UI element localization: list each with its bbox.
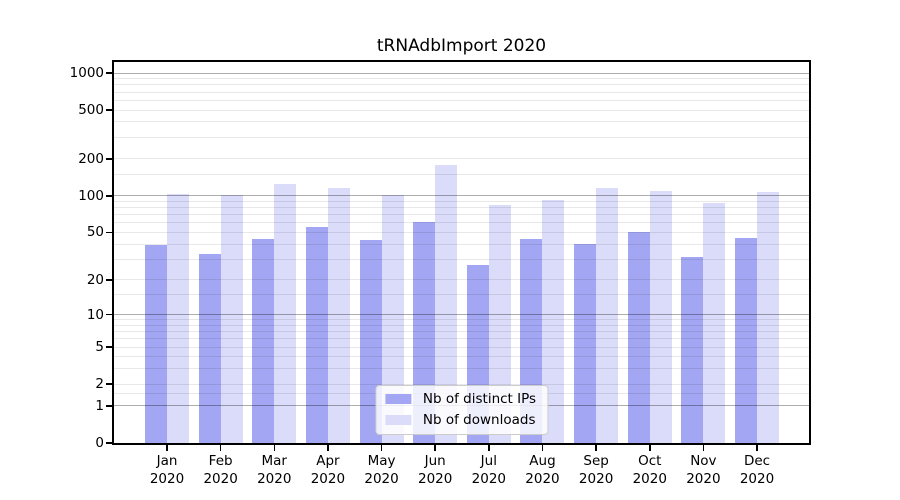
distinct-ips-swatch	[384, 394, 411, 404]
x-tick-label: Jun 2020	[418, 453, 453, 487]
downloads-bar	[649, 191, 672, 443]
y-tick-label: 20	[86, 271, 104, 288]
downloads-bar	[327, 188, 350, 443]
y-tick-mark	[106, 442, 112, 444]
y-tick-mark	[106, 279, 112, 281]
x-tick-mark	[219, 445, 222, 451]
legend-label: Nb of downloads	[422, 412, 536, 428]
x-tick-mark	[702, 445, 705, 451]
downloads-bar	[703, 202, 726, 443]
downloads-bar	[757, 192, 780, 443]
x-tick-label: Jan 2020	[149, 453, 185, 487]
y-tick-mark	[106, 231, 112, 234]
x-tick-mark	[649, 445, 651, 451]
x-tick-label: Apr 2020	[310, 453, 346, 487]
y-tick-mark	[106, 158, 112, 160]
downloads-bar	[596, 188, 619, 443]
plot-area: Nb of distinct IPs Nb of downloads	[112, 60, 811, 445]
distinct-ips-bar	[735, 238, 758, 443]
y-tick-mark	[106, 313, 112, 316]
legend-item: Nb of distinct IPs	[384, 391, 537, 407]
x-tick-mark	[166, 445, 168, 451]
y-tick-label: 1000	[69, 65, 104, 81]
x-tick-label: Mar 2020	[257, 453, 292, 487]
y-tick-mark	[106, 383, 112, 385]
x-tick-label: May 2020	[364, 453, 399, 487]
downloads-swatch	[384, 415, 411, 425]
y-tick-label: 1	[95, 397, 104, 414]
y-tick-mark	[106, 195, 112, 197]
y-tick-label: 2	[95, 376, 104, 393]
y-tick-mark	[106, 109, 112, 111]
x-tick-mark	[434, 445, 436, 451]
minor-gridline	[114, 109, 809, 111]
downloads-bar	[220, 194, 243, 443]
x-tick-label: Oct 2020	[632, 453, 667, 487]
major-gridline	[114, 195, 809, 197]
distinct-ips-bar	[627, 232, 650, 443]
x-tick-mark	[595, 445, 597, 451]
y-tick-label: 500	[78, 102, 104, 119]
minor-gridline	[114, 99, 809, 101]
distinct-ips-bar	[252, 239, 275, 443]
chart-title: tRNAdbImport 2020	[376, 36, 547, 56]
minor-gridline	[114, 121, 809, 123]
y-tick-label: 200	[78, 150, 104, 167]
legend-label: Nb of distinct IPs	[422, 391, 537, 407]
downloads-bar	[542, 200, 565, 443]
distinct-ips-bar	[145, 245, 167, 443]
x-tick-mark	[273, 445, 276, 451]
downloads-bar	[381, 194, 404, 443]
x-tick-label: Sep 2020	[578, 453, 614, 487]
x-tick-label: Feb 2020	[203, 453, 238, 487]
distinct-ips-bar	[681, 257, 704, 443]
y-tick-label: 100	[78, 187, 104, 204]
legend: Nb of distinct IPs Nb of downloads	[374, 385, 549, 435]
minor-gridline	[114, 84, 809, 86]
x-tick-label: Jul 2020	[471, 453, 506, 487]
minor-gridline	[114, 136, 809, 138]
y-tick-label: 0	[95, 435, 104, 451]
y-tick-label: 10	[86, 306, 104, 323]
x-tick-mark	[756, 445, 758, 451]
x-tick-mark	[488, 445, 490, 451]
minor-gridline	[114, 78, 809, 80]
minor-gridline	[114, 158, 809, 160]
y-tick-mark	[106, 405, 112, 407]
minor-gridline	[114, 91, 809, 93]
distinct-ips-bar	[574, 244, 597, 443]
x-tick-label: Aug 2020	[525, 453, 560, 487]
minor-gridline	[114, 173, 809, 175]
distinct-ips-bar	[198, 254, 221, 443]
x-tick-label: Nov 2020	[686, 453, 721, 487]
y-tick-label: 50	[86, 224, 104, 241]
downloads-bar	[435, 164, 458, 443]
major-gridline	[114, 72, 809, 74]
x-tick-mark	[380, 445, 383, 451]
x-tick-mark	[327, 445, 329, 451]
downloads-bar	[274, 184, 297, 443]
x-tick-mark	[541, 445, 544, 451]
legend-item: Nb of downloads	[384, 412, 536, 428]
downloads-bar	[167, 193, 189, 443]
x-tick-label: Dec 2020	[739, 453, 775, 487]
y-tick-mark	[106, 346, 112, 348]
y-tick-mark	[106, 72, 112, 74]
distinct-ips-bar	[305, 226, 328, 443]
y-tick-label: 5	[95, 339, 104, 356]
downloads-bar	[488, 205, 511, 443]
